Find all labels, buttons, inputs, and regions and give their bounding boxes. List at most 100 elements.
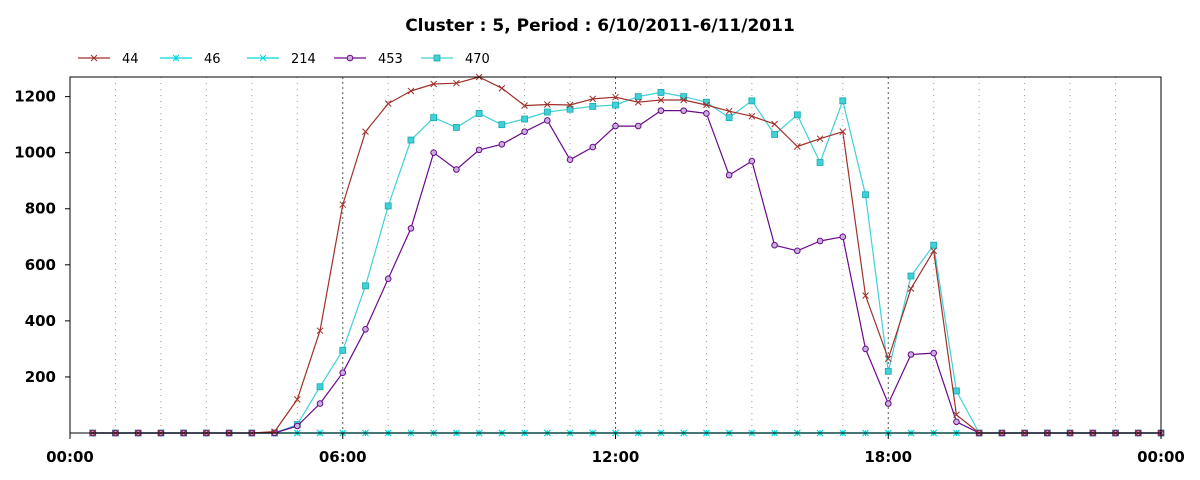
data-point (498, 140, 506, 148)
marker-stroke (930, 247, 938, 255)
x-tick-label: 00:00 (46, 448, 94, 466)
marker-stroke (498, 84, 506, 92)
x-tick-label: 12:00 (592, 448, 640, 466)
marker-stroke (566, 101, 574, 109)
data-point (680, 96, 688, 104)
data-point (725, 107, 733, 115)
marker-stroke (793, 143, 801, 150)
data-point (794, 247, 801, 255)
data-point (953, 418, 960, 426)
data-point (453, 79, 460, 87)
data-point (907, 272, 915, 280)
data-point (680, 93, 688, 101)
data-point (612, 93, 619, 101)
data-point (839, 128, 847, 136)
y-tick-label: 200 (25, 368, 56, 386)
data-point (748, 157, 756, 165)
data-point (703, 110, 710, 117)
data-point (453, 166, 460, 173)
data-point (339, 346, 347, 354)
data-point (771, 241, 778, 249)
series-line (92, 109, 1161, 434)
data-point (748, 97, 756, 105)
series-line (92, 76, 1161, 434)
series-44 (89, 73, 1165, 437)
axes: 00:00 06:00 12:00 18:00 00:00 200 400 600 800 100… (14, 88, 1185, 466)
data-point (293, 396, 301, 403)
x-tick-label: 06:00 (319, 448, 367, 466)
y-tick-label: 800 (25, 200, 56, 218)
data-point (748, 112, 756, 120)
data-point (430, 149, 437, 156)
marker-stroke (521, 102, 528, 109)
data-point (953, 411, 960, 419)
data-point (657, 107, 665, 114)
data-point (430, 80, 438, 88)
data-point (271, 428, 278, 435)
data-point (907, 351, 915, 358)
marker-stroke (407, 87, 415, 95)
marker-stroke (907, 285, 915, 292)
marker-stroke (839, 128, 847, 136)
data-point (362, 282, 369, 290)
data-point (816, 237, 824, 245)
series-line (92, 91, 1161, 434)
data-point (884, 400, 892, 407)
legend-label: 214 (291, 52, 316, 67)
legend-label: 470 (465, 52, 490, 67)
data-point (521, 128, 528, 135)
data-point (293, 422, 301, 430)
marker-stroke (612, 93, 619, 101)
data-point (703, 101, 710, 109)
data-point (544, 117, 551, 124)
data-point (259, 54, 267, 62)
data-point (612, 122, 619, 130)
legend-item-44: 44 (78, 52, 139, 67)
marker-stroke (339, 201, 347, 208)
y-tick-label: 1000 (14, 144, 56, 162)
data-point (589, 95, 597, 103)
marker-stroke (384, 100, 392, 107)
data-point (793, 111, 801, 119)
data-point (884, 367, 892, 375)
data-point (953, 387, 960, 395)
data-point (725, 171, 733, 179)
data-point (316, 400, 324, 407)
data-point (589, 143, 597, 151)
legend-label: 46 (204, 52, 221, 67)
marker-stroke (259, 54, 267, 62)
data-point (589, 103, 597, 110)
data-point (475, 110, 483, 117)
y-tick-label: 1200 (14, 88, 56, 106)
y-tick-label: 400 (25, 312, 56, 330)
data-point (543, 108, 551, 116)
data-point (566, 105, 574, 113)
data-point (725, 114, 733, 122)
plot-frame (69, 76, 1162, 434)
marker-stroke (680, 96, 688, 104)
data-point (452, 124, 460, 131)
data-point (657, 89, 665, 96)
data-point (930, 349, 938, 357)
marker-stroke (725, 107, 733, 115)
data-point (862, 292, 869, 299)
marker-stroke (589, 95, 597, 103)
data-point (634, 93, 642, 101)
data-point (543, 101, 551, 108)
marker-stroke (430, 80, 438, 88)
data-point (907, 285, 915, 292)
data-point (930, 247, 938, 255)
data-point (862, 345, 869, 353)
data-point (407, 225, 415, 232)
data-point (566, 156, 574, 163)
marker-stroke (634, 98, 642, 106)
legend-label: 453 (378, 52, 403, 67)
legend-item-46: 46 (160, 52, 221, 67)
data-point (339, 369, 347, 377)
marker-stroke (884, 355, 892, 363)
data-point (172, 54, 180, 62)
data-point (407, 87, 415, 95)
data-point (793, 143, 801, 150)
data-point (384, 100, 392, 107)
